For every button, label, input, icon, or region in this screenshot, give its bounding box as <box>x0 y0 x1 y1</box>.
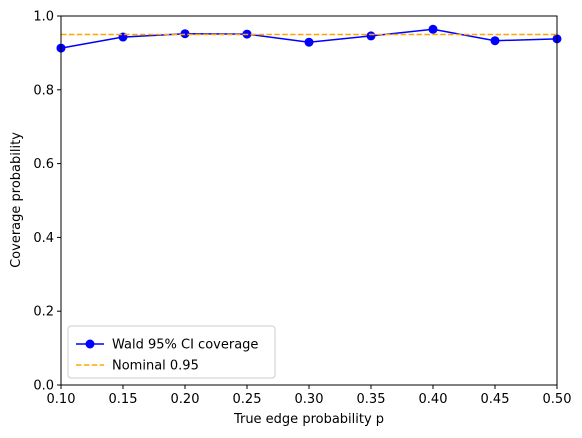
data-point-wald-coverage <box>428 24 438 34</box>
legend-box <box>67 325 276 379</box>
legend-marker-wald <box>85 339 95 349</box>
legend: Wald 95% CI coverage Nominal 0.95 <box>67 325 276 379</box>
plot-marks <box>56 24 562 53</box>
x-tick-label: 0.30 <box>295 392 324 407</box>
y-tick-label: 0.0 <box>33 379 54 394</box>
legend-label-wald: Wald 95% CI coverage <box>112 338 258 353</box>
x-tick-label: 0.10 <box>47 392 76 407</box>
x-axis-label: True edge probability p <box>233 412 384 427</box>
x-tick-label: 0.15 <box>109 392 138 407</box>
y-tick-label: 0.4 <box>33 231 54 246</box>
x-tick-label: 0.50 <box>543 392 572 407</box>
x-tick-label: 0.25 <box>233 392 262 407</box>
y-tick-label: 0.8 <box>33 83 54 98</box>
data-point-wald-coverage <box>490 36 500 46</box>
data-point-wald-coverage <box>366 31 376 41</box>
y-axis-label: Coverage probability <box>9 132 24 268</box>
legend-label-nominal: Nominal 0.95 <box>112 359 199 374</box>
x-tick-label: 0.20 <box>171 392 200 407</box>
data-point-wald-coverage <box>304 37 314 47</box>
y-tick-label: 0.6 <box>33 157 54 172</box>
y-tick-label: 1.0 <box>33 10 54 25</box>
y-tick-label: 0.2 <box>33 305 54 320</box>
y-axis-ticks: 0.0 0.2 0.4 0.6 0.8 1.0 <box>33 10 61 394</box>
x-tick-label: 0.35 <box>357 392 386 407</box>
x-tick-label: 0.40 <box>419 392 448 407</box>
x-tick-label: 0.45 <box>481 392 510 407</box>
x-axis-ticks: 0.10 0.15 0.20 0.25 0.30 0.35 0.40 0.45 0.50 <box>47 385 572 407</box>
